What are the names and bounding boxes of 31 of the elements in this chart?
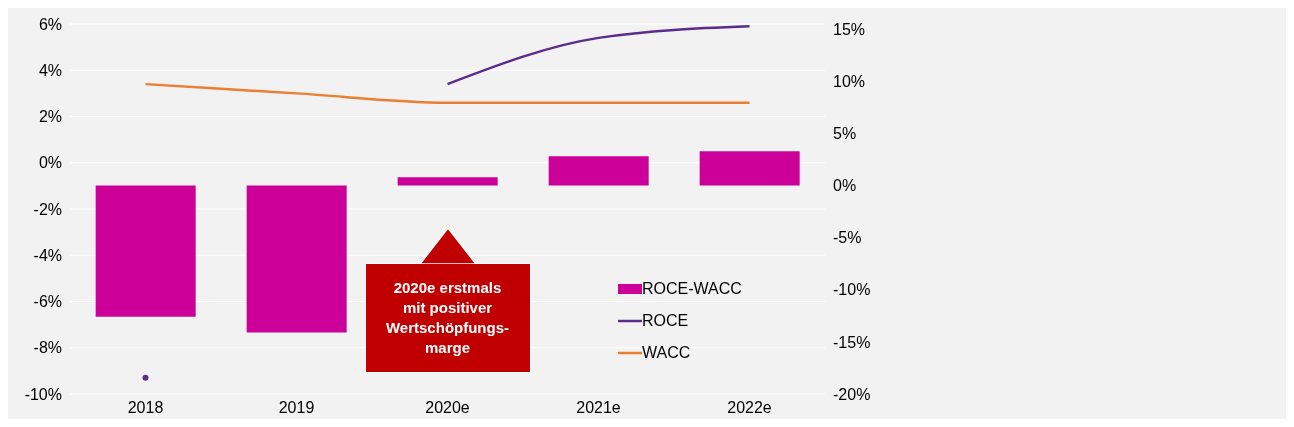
- y2-tick-label: 5%: [833, 125, 857, 143]
- legend-label: WACC: [642, 344, 691, 362]
- y2-tick-label: -20%: [833, 385, 871, 403]
- bar: [246, 185, 347, 333]
- y-tick-label: -10%: [24, 385, 62, 403]
- y2-tick-label: 0%: [833, 177, 857, 195]
- bar: [95, 185, 196, 317]
- y2-tick-label: -15%: [833, 333, 871, 351]
- y-tick-label: -8%: [33, 339, 62, 357]
- x-tick-label: 2022e: [727, 399, 772, 417]
- y2-tick-label: -10%: [833, 281, 871, 299]
- y-tick-label: -6%: [33, 293, 62, 311]
- legend-label: ROCE-WACC: [642, 280, 742, 298]
- y-tick-label: 0%: [38, 154, 62, 172]
- x-tick-label: 2018: [127, 399, 164, 417]
- legend-label: ROCE: [642, 312, 689, 330]
- bar: [699, 151, 800, 186]
- y-tick-label: 6%: [38, 15, 62, 33]
- bar: [397, 177, 498, 186]
- x-tick-label: 2020e: [425, 399, 470, 417]
- y2-tick-label: -5%: [833, 229, 862, 247]
- y2-tick-label: 15%: [833, 20, 866, 38]
- y-tick-label: -4%: [33, 246, 62, 264]
- bar: [548, 156, 649, 186]
- x-tick-label: 2019: [278, 399, 315, 417]
- y-tick-label: -2%: [33, 200, 62, 218]
- y-tick-label: 4%: [38, 61, 62, 79]
- y2-tick-label: 10%: [833, 73, 866, 90]
- x-tick-label: 2021e: [576, 399, 621, 417]
- y-tick-label: 2%: [38, 108, 62, 126]
- annotation: 2020e erstmals mit positiver Wertschöpfungs-marge: [364, 263, 531, 373]
